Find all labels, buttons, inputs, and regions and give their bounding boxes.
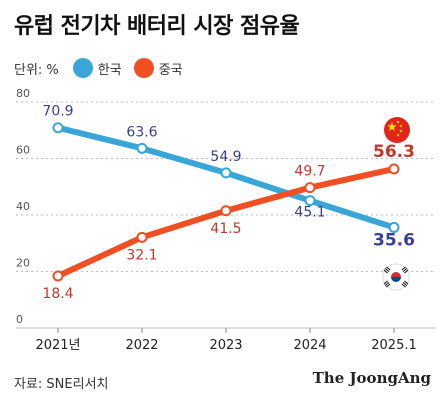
legend-swatch-korea [72, 58, 93, 78]
korea-flag-red-half [391, 272, 401, 277]
legend: 단위: % 한국 중국 [14, 58, 195, 78]
korea-flag-bar-0-2 [383, 269, 388, 274]
data-point-korea-0 [52, 122, 64, 134]
data-point-china-3 [304, 182, 316, 194]
china-flag-bg [384, 117, 410, 143]
data-point-korea-2 [220, 167, 232, 179]
unit-label: 단위: % [14, 62, 59, 78]
data-label-korea-0: 70.9 [42, 104, 73, 120]
korea-flag-bar-2-2 [386, 283, 391, 288]
x-tick-label-1: 2022 [125, 338, 158, 353]
korea-flag-icon [382, 263, 410, 291]
data-label-korea-4: 35.6 [373, 230, 415, 250]
korea-flag-bar-1-0 [401, 266, 406, 271]
x-tick-label-2: 2023 [209, 338, 242, 353]
data-point-china-2 [220, 205, 232, 217]
legend-label-korea: 한국 [97, 62, 122, 78]
legend-label-china: 중국 [158, 62, 183, 78]
x-tick-label-3: 2024 [293, 338, 326, 353]
data-label-china-2: 41.5 [210, 221, 241, 237]
source-note: 자료: SNE리서치 [14, 377, 109, 392]
china-flag-small-star-0 [396, 120, 400, 124]
china-flag-small-star-2 [399, 129, 403, 133]
y-tick-label-80: 80 [16, 87, 30, 100]
legend-item-korea: 한국 [72, 58, 122, 78]
china-flag-small-star-1 [399, 124, 403, 128]
y-tick-label-0: 0 [16, 313, 23, 326]
data-label-korea-3: 45.1 [294, 205, 325, 221]
data-point-china-4 [388, 163, 400, 175]
china-flag-icon [384, 117, 410, 143]
korea-flag-bar-0-0 [386, 266, 391, 271]
korea-flag-bar-2-0 [383, 280, 388, 285]
legend-item-china: 중국 [133, 58, 183, 78]
china-flag-big-star [387, 122, 397, 131]
china-flag-small-star-3 [396, 133, 400, 137]
korea-flag-bar-1-2 [404, 269, 409, 274]
legend-swatch-china [133, 58, 154, 78]
korea-flag-blue-half [391, 277, 401, 282]
korea-flag-bar-3-1 [402, 282, 408, 286]
data-label-china-1: 32.1 [126, 247, 157, 263]
data-label-korea-2: 54.9 [210, 149, 241, 165]
data-point-china-0 [52, 270, 64, 282]
korea-flag-trigram-0 [383, 266, 391, 274]
korea-flag-trigram-3 [401, 280, 409, 288]
data-point-korea-3 [304, 195, 316, 207]
korea-flag-bar-1-1 [402, 268, 408, 272]
data-label-china-0: 18.4 [42, 286, 73, 302]
data-point-korea-4 [388, 221, 400, 233]
y-tick-label-40: 40 [16, 200, 30, 213]
korea-flag-bar-2-1 [384, 282, 390, 286]
korea-flag-trigram-2 [383, 280, 391, 288]
data-label-korea-1: 63.6 [126, 124, 157, 140]
y-tick-label-20: 20 [16, 257, 30, 270]
y-tick-label-60: 60 [16, 144, 30, 157]
data-label-china-4: 56.3 [373, 142, 415, 162]
data-point-china-1 [136, 231, 148, 243]
korea-flag-bar-0-1 [384, 268, 390, 272]
data-point-korea-1 [136, 142, 148, 154]
chart-title: 유럽 전기차 배터리 시장 점유율 [14, 14, 300, 39]
korea-flag-bar-3-2 [401, 283, 406, 288]
x-tick-label-4: 2025.1 [371, 338, 417, 353]
korea-flag-bar-3-0 [404, 280, 409, 285]
korea-flag-trigram-1 [401, 266, 409, 274]
x-tick-label-0: 2021년 [35, 338, 80, 353]
data-label-china-3: 49.7 [294, 164, 325, 180]
brand-logo: The JoongAng [312, 369, 431, 387]
